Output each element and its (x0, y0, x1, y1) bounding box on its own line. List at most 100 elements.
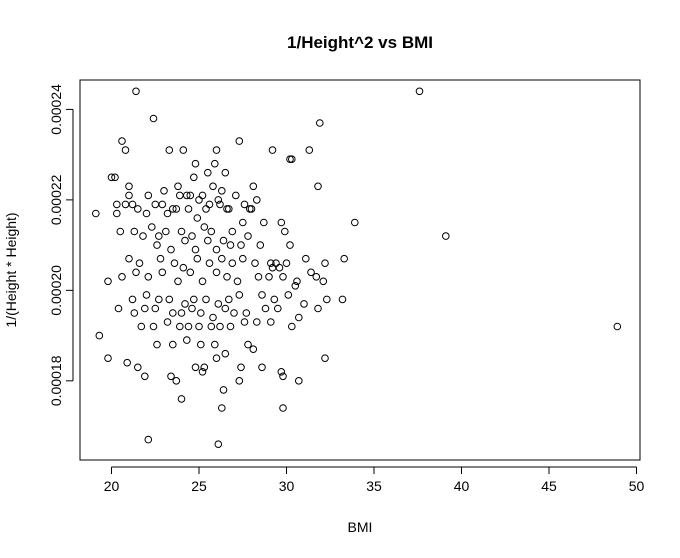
data-point (225, 295, 233, 304)
data-point (251, 259, 259, 268)
data-point (214, 440, 223, 449)
data-point (125, 254, 133, 263)
data-point (247, 205, 256, 213)
data-point (141, 372, 149, 381)
data-point (125, 182, 133, 191)
data-point (293, 277, 301, 286)
data-point (316, 119, 324, 127)
data-point (228, 259, 237, 268)
data-point (188, 304, 196, 313)
data-point (163, 209, 172, 218)
data-point (267, 259, 275, 268)
data-point (204, 236, 212, 245)
data-point (123, 358, 131, 367)
data-point (167, 245, 175, 254)
data-point (200, 223, 209, 231)
data-point (613, 322, 622, 331)
data-point (158, 200, 167, 209)
data-point (235, 291, 244, 299)
data-point (160, 187, 168, 195)
data-point (275, 263, 284, 272)
data-point (221, 349, 230, 358)
data-point (256, 241, 265, 249)
data-point (221, 304, 230, 313)
data-point (254, 273, 263, 281)
data-point (130, 309, 139, 317)
data-point (415, 87, 424, 96)
data-point (198, 368, 207, 376)
data-point (200, 363, 209, 372)
data-point (135, 259, 144, 268)
data-point (193, 214, 202, 222)
data-point (128, 200, 137, 209)
data-point (295, 313, 303, 322)
data-point (249, 345, 258, 354)
data-point (314, 304, 322, 313)
data-point (114, 304, 123, 313)
x-tick-label: 45 (541, 478, 557, 494)
data-point (132, 87, 140, 96)
data-point (237, 241, 245, 249)
data-point (216, 200, 224, 209)
x-axis: 20 25 30 35 40 45 50 (104, 466, 644, 494)
data-point (258, 291, 266, 299)
data-point (177, 227, 186, 236)
x-tick-label: 20 (104, 478, 120, 494)
data-point (155, 295, 163, 304)
data-point (174, 182, 182, 191)
data-point (240, 200, 249, 209)
data-point (279, 372, 287, 381)
data-point (132, 268, 140, 277)
x-tick-label: 25 (191, 478, 207, 494)
data-point (197, 309, 205, 317)
data-point (92, 209, 100, 218)
data-point (240, 318, 249, 326)
data-point (125, 191, 133, 200)
data-point (223, 273, 231, 281)
data-point (111, 173, 119, 182)
data-point (288, 322, 296, 331)
data-point (177, 309, 186, 317)
data-point (442, 232, 450, 240)
data-point (312, 273, 321, 281)
data-point (323, 295, 331, 304)
data-points (92, 87, 622, 449)
data-point (242, 309, 251, 317)
data-point (104, 277, 112, 286)
data-point (198, 277, 207, 286)
data-point (172, 205, 181, 213)
data-point (169, 309, 177, 317)
data-point (113, 209, 121, 218)
data-point (158, 268, 167, 277)
data-point (149, 114, 158, 123)
data-point (153, 340, 161, 349)
y-tick-label: 0.00018 (48, 355, 64, 406)
data-point (118, 137, 126, 145)
data-point (214, 300, 223, 308)
data-point (211, 340, 219, 349)
data-point (226, 322, 235, 331)
data-point (104, 354, 112, 363)
data-point (179, 263, 188, 272)
data-point (141, 304, 149, 313)
data-point (193, 254, 202, 263)
data-point (211, 159, 219, 168)
data-point (279, 404, 287, 412)
data-point (235, 377, 244, 385)
data-point (167, 372, 175, 381)
data-point (169, 205, 177, 213)
data-point (221, 168, 230, 177)
data-point (235, 137, 244, 145)
data-point (176, 191, 184, 200)
data-point (252, 318, 261, 326)
data-point (219, 236, 228, 245)
data-point (274, 304, 282, 313)
data-point (121, 200, 130, 209)
data-point (232, 191, 240, 200)
data-point (281, 227, 289, 236)
data-point (338, 295, 347, 304)
data-point (202, 295, 210, 304)
data-point (270, 295, 279, 304)
data-point (169, 340, 177, 349)
